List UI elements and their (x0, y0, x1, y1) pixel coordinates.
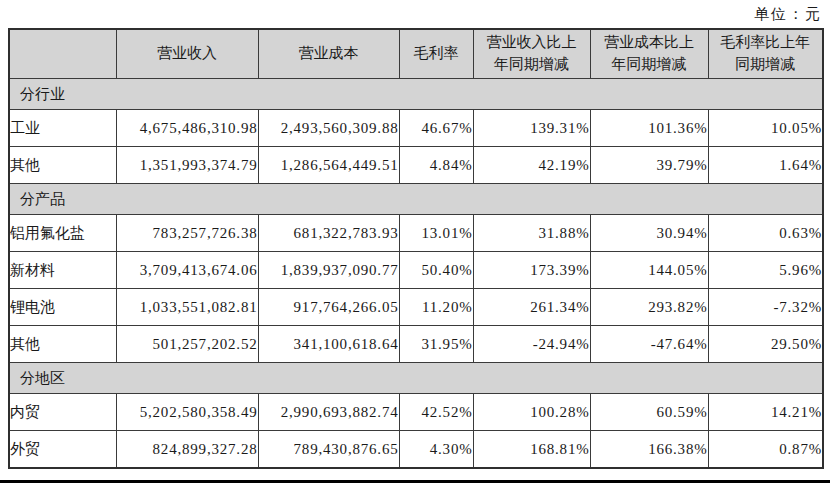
cell-revenue: 5,202,580,358.49 (116, 394, 258, 431)
header-operating-cost: 营业成本 (258, 29, 399, 79)
header-gross-margin: 毛利率 (399, 29, 473, 79)
cell-margin: 50.40% (399, 252, 473, 289)
cell-revenue: 824,899,327.28 (116, 431, 258, 469)
cell-cost-yoy: 60.59% (590, 394, 708, 431)
cell-cost: 1,839,937,090.77 (258, 252, 399, 289)
table-row: 锂电池 1,033,551,082.81 917,764,266.05 11.2… (9, 289, 823, 326)
cell-revenue-yoy: 139.31% (473, 110, 590, 147)
cell-cost: 789,430,876.65 (258, 431, 399, 469)
row-label: 锂电池 (9, 289, 116, 326)
cell-margin-yoy: 14.21% (708, 394, 823, 431)
cell-revenue: 3,709,413,674.06 (116, 252, 258, 289)
cell-margin: 42.52% (399, 394, 473, 431)
cell-cost: 681,322,783.93 (258, 215, 399, 252)
cell-revenue: 1,351,993,374.79 (116, 147, 258, 184)
cell-revenue-yoy: 42.19% (473, 147, 590, 184)
cell-cost-yoy: 166.38% (590, 431, 708, 469)
cell-cost-yoy: -47.64% (590, 326, 708, 363)
cell-revenue-yoy: 100.28% (473, 394, 590, 431)
row-label: 铝用氟化盐 (9, 215, 116, 252)
cell-cost: 2,493,560,309.88 (258, 110, 399, 147)
header-margin-yoy-change: 毛利率比上年 同期增减 (708, 29, 823, 79)
cell-revenue: 501,257,202.52 (116, 326, 258, 363)
cell-margin-yoy: 0.63% (708, 215, 823, 252)
cell-margin: 13.01% (399, 215, 473, 252)
row-label: 内贸 (9, 394, 116, 431)
cell-revenue: 4,675,486,310.98 (116, 110, 258, 147)
cell-revenue: 1,033,551,082.81 (116, 289, 258, 326)
cell-margin: 31.95% (399, 326, 473, 363)
cell-revenue-yoy: 168.81% (473, 431, 590, 469)
section-title: 分地区 (9, 363, 823, 394)
cell-cost-yoy: 101.36% (590, 110, 708, 147)
cell-margin: 4.30% (399, 431, 473, 469)
row-label: 工业 (9, 110, 116, 147)
cell-margin: 46.67% (399, 110, 473, 147)
cell-revenue-yoy: 173.39% (473, 252, 590, 289)
cell-cost-yoy: 293.82% (590, 289, 708, 326)
header-operating-revenue: 营业收入 (116, 29, 258, 79)
cell-cost: 341,100,618.64 (258, 326, 399, 363)
section-row-by-product: 分产品 (9, 184, 823, 215)
table-row: 新材料 3,709,413,674.06 1,839,937,090.77 50… (9, 252, 823, 289)
cell-revenue-yoy: 261.34% (473, 289, 590, 326)
table-row: 外贸 824,899,327.28 789,430,876.65 4.30% 1… (9, 431, 823, 469)
table-row: 其他 501,257,202.52 341,100,618.64 31.95% … (9, 326, 823, 363)
unit-label: 单位：元 (754, 5, 822, 24)
cell-margin-yoy: 10.05% (708, 110, 823, 147)
table-row: 工业 4,675,486,310.98 2,493,560,309.88 46.… (9, 110, 823, 147)
cell-cost-yoy: 144.05% (590, 252, 708, 289)
row-label: 新材料 (9, 252, 116, 289)
cell-margin-yoy: 1.64% (708, 147, 823, 184)
cell-revenue: 783,257,726.38 (116, 215, 258, 252)
cell-margin-yoy: 29.50% (708, 326, 823, 363)
cell-revenue-yoy: -24.94% (473, 326, 590, 363)
section-title: 分行业 (9, 79, 823, 110)
page-bottom-rule (0, 480, 830, 483)
section-row-by-region: 分地区 (9, 363, 823, 394)
cell-cost: 2,990,693,882.74 (258, 394, 399, 431)
header-row: 营业收入 营业成本 毛利率 营业收入比上 年同期增减 营业成本比上 年同期增减 … (9, 29, 823, 79)
cell-cost-yoy: 39.79% (590, 147, 708, 184)
cell-cost: 1,286,564,449.51 (258, 147, 399, 184)
row-label: 其他 (9, 147, 116, 184)
header-cost-yoy-change: 营业成本比上 年同期增减 (590, 29, 708, 79)
cell-cost: 917,764,266.05 (258, 289, 399, 326)
cell-revenue-yoy: 31.88% (473, 215, 590, 252)
table-row: 内贸 5,202,580,358.49 2,990,693,882.74 42.… (9, 394, 823, 431)
section-title: 分产品 (9, 184, 823, 215)
header-revenue-yoy-change: 营业收入比上 年同期增减 (473, 29, 590, 79)
table-row: 其他 1,351,993,374.79 1,286,564,449.51 4.8… (9, 147, 823, 184)
row-label: 其他 (9, 326, 116, 363)
cell-margin-yoy: 5.96% (708, 252, 823, 289)
header-empty-cell (9, 29, 116, 79)
segment-revenue-table: 营业收入 营业成本 毛利率 营业收入比上 年同期增减 营业成本比上 年同期增减 … (8, 28, 824, 469)
section-row-by-industry: 分行业 (9, 79, 823, 110)
cell-margin-yoy: -7.32% (708, 289, 823, 326)
cell-margin: 4.84% (399, 147, 473, 184)
table-row: 铝用氟化盐 783,257,726.38 681,322,783.93 13.0… (9, 215, 823, 252)
cell-margin: 11.20% (399, 289, 473, 326)
row-label: 外贸 (9, 431, 116, 469)
cell-cost-yoy: 30.94% (590, 215, 708, 252)
cell-margin-yoy: 0.87% (708, 431, 823, 469)
report-page: 单位：元 营业收入 营业成本 毛利率 营业收入比上 年同期增减 营业成本比上 年… (0, 0, 830, 486)
